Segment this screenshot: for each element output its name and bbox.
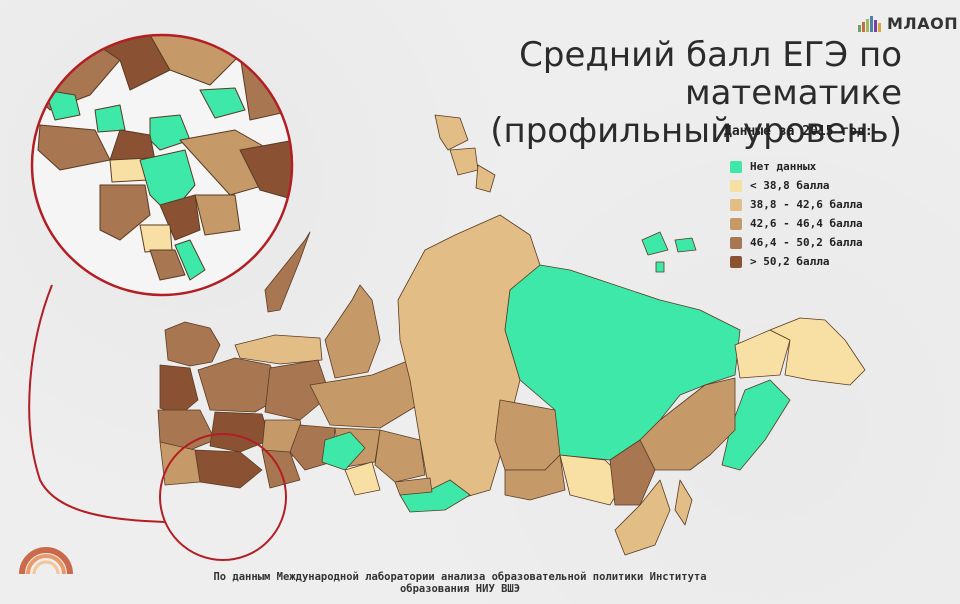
legend-swatch <box>730 179 742 192</box>
page-title: Средний балл ЕГЭ по математике (профильн… <box>342 36 902 150</box>
region-nw-2[interactable] <box>157 409 216 451</box>
legend-label: Нет данных <box>750 160 817 173</box>
region-severnaya[interactable] <box>449 147 479 176</box>
logo-bar <box>858 25 861 32</box>
region-kemerovo[interactable] <box>394 477 433 496</box>
logo-bar <box>878 23 881 32</box>
region-sakhalin[interactable] <box>674 479 693 526</box>
region-wrangel[interactable] <box>641 231 669 256</box>
region-magadan[interactable] <box>734 329 791 379</box>
region-nao[interactable] <box>234 334 323 365</box>
region-primorye[interactable] <box>614 479 671 556</box>
logo-bar <box>870 16 873 32</box>
region-yakutia[interactable] <box>504 264 741 461</box>
callout-small-circle[interactable] <box>159 433 287 561</box>
region-severnaya-2[interactable] <box>475 164 496 193</box>
region-wrangel-2[interactable] <box>674 237 697 253</box>
region-volga-2[interactable] <box>194 449 263 489</box>
logo-bars-icon <box>858 16 881 32</box>
region-komi[interactable] <box>264 359 331 421</box>
region-volga-1[interactable] <box>261 449 301 489</box>
legend-label: 46,4 - 50,2 балла <box>750 236 863 249</box>
inset-zoom <box>30 33 294 297</box>
hse-badge-icon <box>19 547 73 575</box>
logo-bar <box>862 22 865 32</box>
region-tomsk[interactable] <box>374 429 426 483</box>
region-novaya-zemlya[interactable] <box>264 231 311 313</box>
logo-bar <box>874 20 877 32</box>
region-islands[interactable] <box>655 261 665 273</box>
legend-swatch <box>730 255 742 268</box>
legend-item-nodata: Нет данных <box>720 157 940 176</box>
logo: МЛАОП <box>858 14 958 32</box>
region-chukotka[interactable] <box>769 317 866 386</box>
legend-item-5: > 50,2 балла <box>720 252 940 271</box>
region-karelia[interactable] <box>159 364 199 416</box>
legend-title: Данные за 2015 год: <box>724 124 873 139</box>
region-buryatia[interactable] <box>504 454 566 501</box>
callout-connector <box>28 284 166 523</box>
source-note: По данным Международной лаборатории анал… <box>213 571 707 595</box>
region-omsk[interactable] <box>321 431 366 471</box>
legend-label: 42,6 - 46,4 балла <box>750 217 863 230</box>
legend-swatch <box>730 236 742 249</box>
region-amur[interactable] <box>609 439 656 506</box>
region-murmansk[interactable] <box>164 321 221 367</box>
legend-label: 38,8 - 42,6 балла <box>750 198 863 211</box>
logo-text: МЛАОП <box>887 14 959 33</box>
legend: Данные за 2015 год: Нет данных < 38,8 ба… <box>720 124 940 271</box>
title-line-1: Средний балл ЕГЭ по математике <box>519 35 902 113</box>
region-taymyr-island[interactable] <box>434 114 469 151</box>
legend-item-4: 46,4 - 50,2 балла <box>720 233 940 252</box>
legend-item-3: 42,6 - 46,4 балла <box>720 214 940 233</box>
legend-item-1: < 38,8 балла <box>720 176 940 195</box>
legend-label: > 50,2 балла <box>750 255 830 268</box>
legend-label: < 38,8 балла <box>750 179 830 192</box>
legend-swatch <box>730 160 742 173</box>
legend-swatch <box>730 198 742 211</box>
logo-bar <box>866 19 869 32</box>
legend-item-2: 38,8 - 42,6 балла <box>720 195 940 214</box>
legend-swatch <box>730 217 742 230</box>
region-yamal[interactable] <box>324 284 381 379</box>
region-novosibirsk[interactable] <box>344 461 381 496</box>
title-line-2: (профильный уровень) <box>490 111 902 151</box>
